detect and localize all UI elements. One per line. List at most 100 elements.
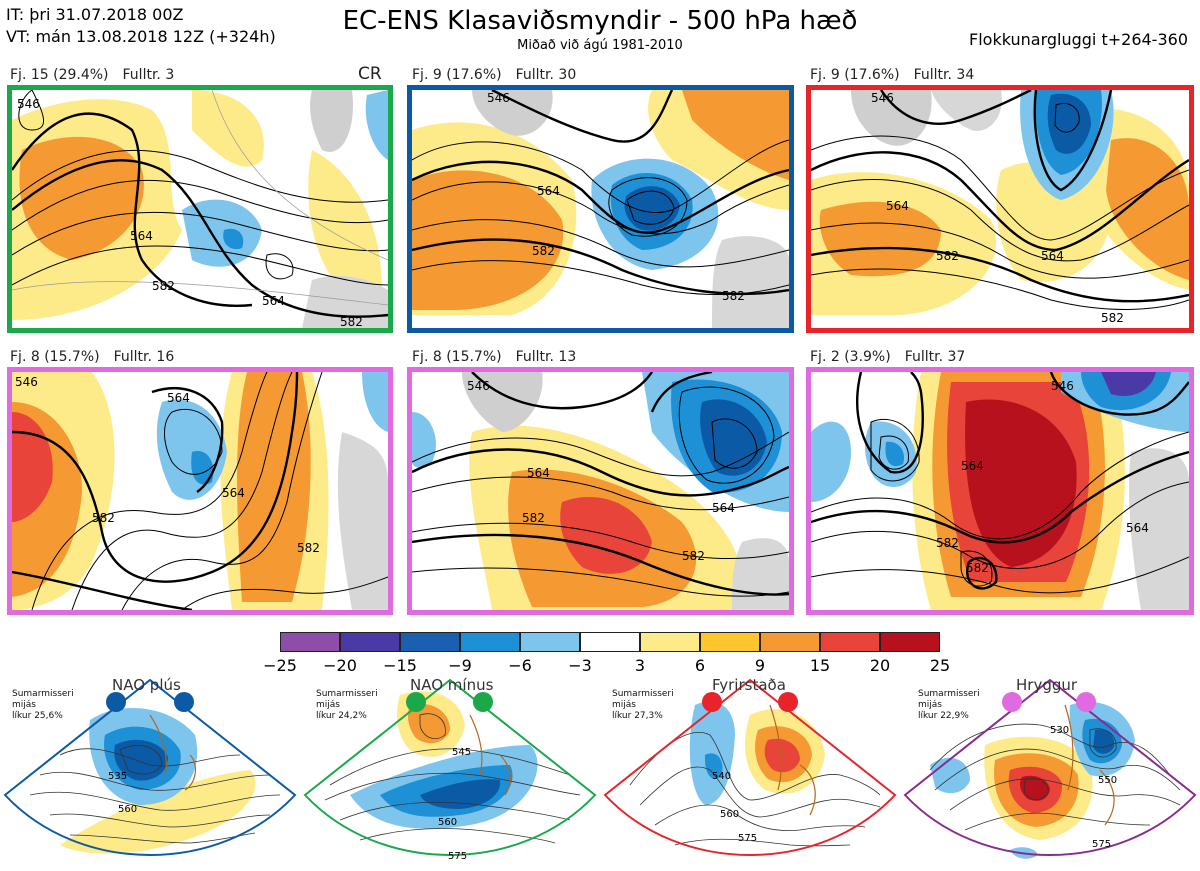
panel-3-fulltr: Fulltr. 34 — [913, 67, 975, 83]
contour-label: 564 — [130, 229, 153, 243]
page-subtitle: Miðað við ágú 1981-2010 — [517, 38, 683, 53]
regime-ridge-marker — [1076, 692, 1096, 712]
regime-info-line: líkur 27,3% — [612, 711, 663, 721]
colorbar-tick: −15 — [383, 656, 417, 675]
colorbar-segment — [400, 632, 460, 652]
regime-contour-label: 560 — [118, 804, 137, 815]
colorbar-tick: 9 — [754, 656, 766, 675]
contour-label: 582 — [152, 279, 175, 293]
cluster-map-1: 546 564 582 564 582 — [7, 85, 393, 333]
regime-info-line: mijás — [918, 700, 942, 710]
colorbar-tick: 20 — [869, 656, 891, 675]
anomaly-cold — [811, 421, 851, 502]
anomaly-cold — [223, 228, 244, 250]
regime-info-line: líkur 25,6% — [12, 711, 63, 721]
land-grey — [931, 90, 1002, 131]
panel-5-label: Fj. 8 (15.7%) Fulltr. 13 — [412, 349, 576, 365]
anomaly-warm — [560, 496, 652, 574]
colorbar-tick: −6 — [508, 656, 532, 675]
cluster-map-3: 546 564 582 564 582 — [806, 85, 1194, 333]
anomaly-warm — [682, 90, 789, 180]
colorbar-tick: 25 — [929, 656, 951, 675]
colorbar-segment — [760, 632, 820, 652]
panel-4-fj: Fj. 8 (15.7%) — [10, 349, 100, 365]
anomaly-warm — [19, 136, 144, 260]
colorbar-segment — [820, 632, 880, 652]
regime-ridge-svg: 530 550 575 — [903, 678, 1197, 859]
panel-2-fj: Fj. 9 (17.6%) — [412, 67, 502, 83]
regime-nao-plus-svg: 535 560 — [3, 678, 297, 856]
contour-label: 564 — [262, 294, 285, 308]
panel-1-fulltr: Fulltr. 3 — [122, 67, 175, 83]
regime-contour-label: 540 — [712, 771, 731, 782]
panel-5-fulltr: Fulltr. 13 — [515, 349, 577, 365]
land-grey — [462, 372, 543, 432]
regime-contour-label: 545 — [452, 747, 471, 758]
land-grey — [851, 90, 932, 146]
land-grey — [1129, 448, 1189, 610]
anomaly-warm — [237, 372, 311, 602]
regime-contour-label: 575 — [448, 851, 467, 862]
contour-label: 582 — [682, 549, 705, 563]
contour-label: 582 — [297, 541, 320, 555]
colorbar-tick: −9 — [448, 656, 472, 675]
colorbar-segment — [700, 632, 760, 652]
anomaly-cold — [700, 399, 767, 476]
anomaly-cold — [1047, 93, 1091, 154]
panel-6-label: Fj. 2 (3.9%) Fulltr. 37 — [810, 349, 965, 365]
contour-label: 582 — [936, 536, 959, 550]
regime-ridge-title: Hryggur — [1016, 676, 1078, 694]
contour-label: 582 — [722, 289, 745, 303]
cluster-map-4-svg: 546 564 582 564 582 — [12, 372, 388, 610]
land-grey — [337, 432, 388, 610]
anomaly-warm — [819, 201, 941, 277]
regime-nao-minus-marker — [473, 692, 493, 712]
regime-nao-minus-info: Sumarmisseri mijás líkur 24,2% — [316, 689, 378, 722]
anomaly-warm — [12, 412, 53, 522]
regime-nao-plus: 535 560 — [0, 675, 300, 871]
colorbar-segment — [280, 632, 340, 652]
contour-label: 582 — [1101, 311, 1124, 325]
anomaly-cold — [362, 372, 388, 432]
colorbar-tick: −20 — [323, 656, 357, 675]
contour-label: 546 — [15, 375, 38, 389]
panel-4-label: Fj. 8 (15.7%) Fulltr. 16 — [10, 349, 174, 365]
cluster-map-6: 546 564 582 564 582 — [806, 367, 1194, 615]
panel-4-fulltr: Fulltr. 16 — [113, 349, 175, 365]
anomaly-cold — [365, 90, 388, 160]
regime-nao-plus-info: Sumarmisseri mijás líkur 25,6% — [12, 689, 74, 722]
regime-contour-label: 550 — [1098, 775, 1117, 786]
contour-label: 564 — [222, 486, 245, 500]
land-grey — [472, 90, 553, 136]
panel-2-label: Fj. 9 (17.6%) Fulltr. 30 — [412, 67, 576, 83]
regime-info-line: mijás — [612, 700, 636, 710]
colorbar-segment — [520, 632, 580, 652]
contour-label: 582 — [532, 244, 555, 258]
cluster-map-6-svg: 546 564 582 564 582 — [811, 372, 1189, 610]
colorbar-segment — [460, 632, 520, 652]
cluster-map-2: 546 564 582 582 — [407, 85, 794, 333]
colorbar-tick: 6 — [694, 656, 706, 675]
contour-label: 582 — [340, 315, 363, 328]
regime-info-line: Sumarmisseri — [918, 689, 980, 699]
it-line: IT: þri 31.07.2018 00Z — [6, 5, 184, 24]
regime-nao-plus-title: NAO plús — [112, 676, 181, 694]
colorbar-tick: −3 — [568, 656, 592, 675]
regime-contour-label: 530 — [1050, 725, 1069, 736]
regime-ridge: 530 550 575 — [900, 675, 1200, 871]
regime-info-line: mijás — [316, 700, 340, 710]
regime-info-line: Sumarmisseri — [316, 689, 378, 699]
colorbar-tick: 15 — [809, 656, 831, 675]
panel-1-label: Fj. 15 (29.4%) Fulltr. 3 — [10, 67, 174, 83]
panel-1-cr-label: CR — [358, 64, 382, 84]
page-title: EC-ENS Klasaviðsmyndir - 500 hPa hæð — [342, 6, 858, 36]
contour-label: 564 — [537, 184, 560, 198]
anomaly-cold — [191, 451, 214, 485]
panel-3-label: Fj. 9 (17.6%) Fulltr. 34 — [810, 67, 974, 83]
contour-label: 582 — [936, 249, 959, 263]
regime-ridge-marker — [1002, 692, 1022, 712]
contour-label: 564 — [961, 459, 984, 473]
panel-3-fj: Fj. 9 (17.6%) — [810, 67, 900, 83]
contour-label: 564 — [1126, 521, 1149, 535]
contour-label: 564 — [527, 466, 550, 480]
